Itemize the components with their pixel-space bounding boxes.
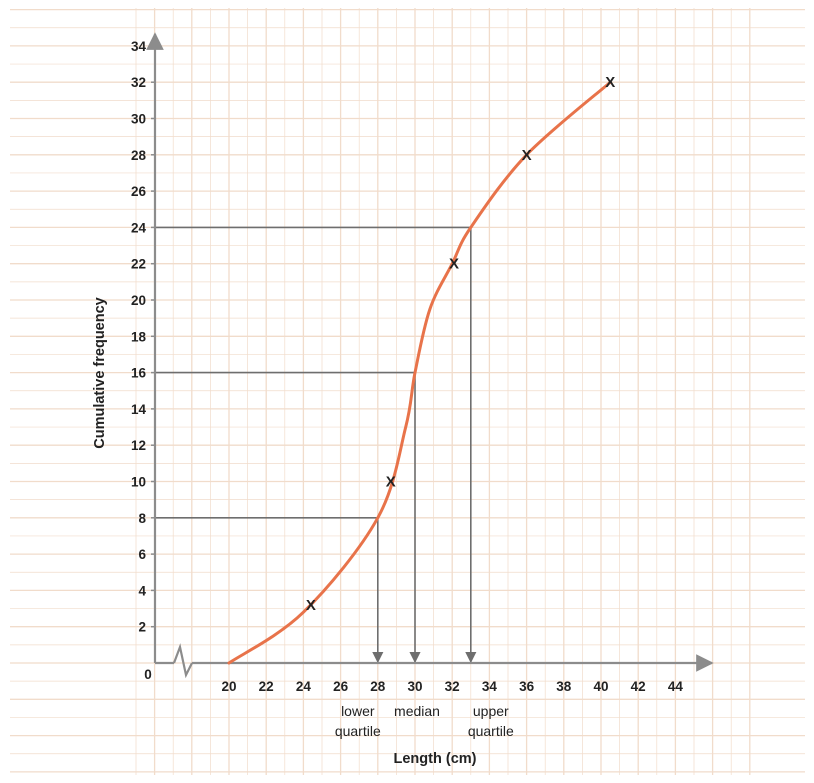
data-point-marker: X (386, 474, 396, 491)
y-tick-label: 8 (138, 511, 146, 526)
data-markers: X X X X X (306, 74, 615, 614)
y-tick-label: 10 (131, 475, 146, 490)
x-tick-label: 28 (370, 679, 386, 694)
y-tick-label: 12 (131, 438, 146, 453)
x-tick-label: 38 (556, 679, 572, 694)
data-point-marker: X (449, 256, 459, 273)
x-tick-labels: 20 22 24 26 28 30 32 34 36 38 40 42 44 (221, 679, 683, 694)
y-tick-label: 22 (131, 257, 146, 272)
y-tick-label: 28 (131, 148, 147, 163)
y-tick-label: 34 (131, 39, 147, 54)
grid (10, 8, 805, 775)
y-tick-label: 4 (138, 583, 146, 598)
y-tick-label: 6 (138, 547, 146, 562)
x-axis-break (172, 643, 193, 679)
x-axis-label: Length (cm) (394, 751, 477, 767)
data-point-marker: X (605, 74, 615, 91)
y-tick-label: 26 (131, 184, 147, 199)
quartile-label-line1: median (394, 703, 440, 719)
quartile-label-line1: upper (473, 703, 509, 719)
x-tick-label: 26 (333, 679, 349, 694)
y-tick-label: 32 (131, 75, 146, 90)
data-point-marker: X (522, 147, 532, 164)
y-tick-label: 24 (131, 220, 147, 235)
quartile-labels: lower quartile median upper quartile (335, 703, 514, 739)
origin-label: 0 (144, 667, 152, 682)
quartile-label-line2: quartile (335, 723, 381, 739)
y-axis-label: Cumulative frequency (92, 297, 108, 449)
x-tick-label: 34 (482, 679, 498, 694)
axes (146, 32, 714, 679)
x-tick-label: 30 (407, 679, 422, 694)
x-tick-label: 20 (221, 679, 236, 694)
x-tick-label: 42 (631, 679, 646, 694)
quartile-label-line1: lower (341, 703, 375, 719)
data-point-marker: X (306, 597, 316, 614)
x-tick-label: 22 (259, 679, 274, 694)
x-tick-label: 36 (519, 679, 535, 694)
y-tick-label: 18 (131, 329, 147, 344)
y-tick-label: 30 (131, 112, 146, 127)
quartile-guide-lines (155, 226, 477, 664)
x-tick-label: 32 (445, 679, 460, 694)
x-tick-label: 40 (593, 679, 608, 694)
quartile-label-line2: quartile (468, 723, 514, 739)
y-tick-label: 14 (131, 402, 147, 417)
y-tick-label: 2 (138, 620, 146, 635)
x-tick-label: 24 (296, 679, 312, 694)
x-tick-label: 44 (668, 679, 684, 694)
cumulative-frequency-curve (227, 80, 612, 665)
y-tick-label: 20 (131, 293, 146, 308)
y-tick-label: 16 (131, 366, 147, 381)
